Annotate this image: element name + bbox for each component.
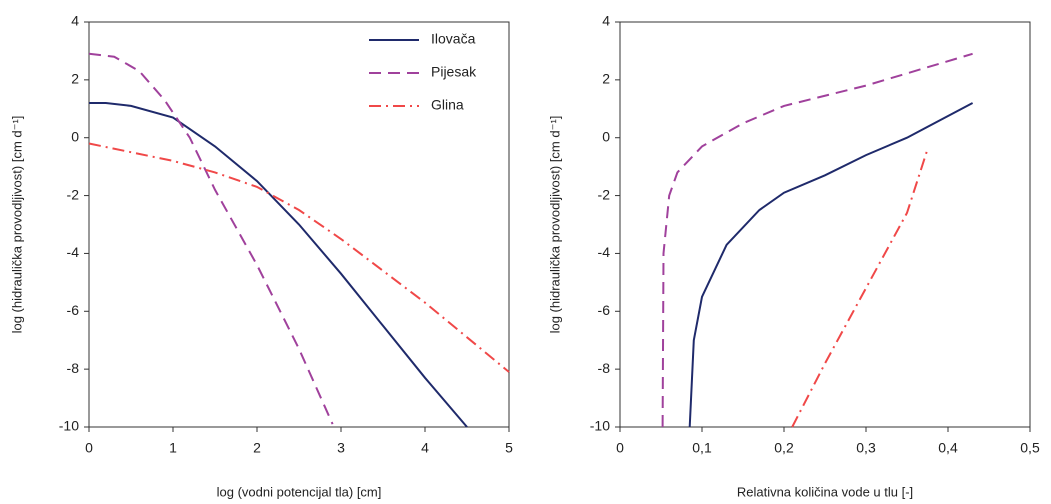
y-tick-label: -2 [598,186,611,202]
y-tick-label: 2 [71,71,79,87]
data-line [88,52,334,425]
x-tick-label: 0,5 [1020,440,1040,456]
y-tick-label: -10 [59,418,79,434]
y-tick-label: -6 [67,302,80,318]
x-tick-label: 0 [616,440,624,456]
x-tick-label: 0,1 [692,440,712,456]
y-tick-label: -4 [67,244,80,260]
plot-frame [619,21,1031,428]
x-tick-label: 4 [421,440,429,456]
y-tick-label: 4 [602,13,610,29]
x-axis-label: Relativna količina vode u tlu [-] [737,484,913,499]
data-line [791,148,929,428]
x-tick-label: 0 [85,440,93,456]
y-axis-label: log (hidraulička provodljivost) [cm d⁻¹] [547,116,562,334]
plot-frame [88,21,510,428]
x-tick-label: 2 [253,440,261,456]
legend-label: Glina [431,97,464,113]
y-tick-label: -8 [598,360,611,376]
x-tick-label: 0,3 [856,440,876,456]
y-tick-label: 2 [602,71,610,87]
y-tick-label: -2 [67,186,80,202]
x-tick-label: 0,4 [938,440,958,456]
legend-label: Pijesak [431,64,477,80]
y-tick-label: 0 [602,128,610,144]
data-line [88,142,510,373]
data-line [89,102,468,428]
x-tick-label: 3 [337,440,345,456]
data-line [688,102,974,428]
y-axis-label: log (hidraulička provodljivost) [cm d⁻¹] [9,116,24,334]
x-tick-label: 5 [505,440,513,456]
data-line [661,52,973,428]
y-tick-label: 0 [71,128,79,144]
y-tick-label: -10 [590,418,610,434]
y-tick-label: -6 [598,302,611,318]
y-tick-label: -4 [598,244,611,260]
y-tick-label: 4 [71,13,79,29]
legend-label: Ilovača [431,31,476,47]
x-tick-label: 1 [169,440,177,456]
x-tick-label: 0,2 [774,440,794,456]
y-tick-label: -8 [67,360,80,376]
x-axis-label: log (vodni potencijal tla) [cm] [217,484,382,499]
